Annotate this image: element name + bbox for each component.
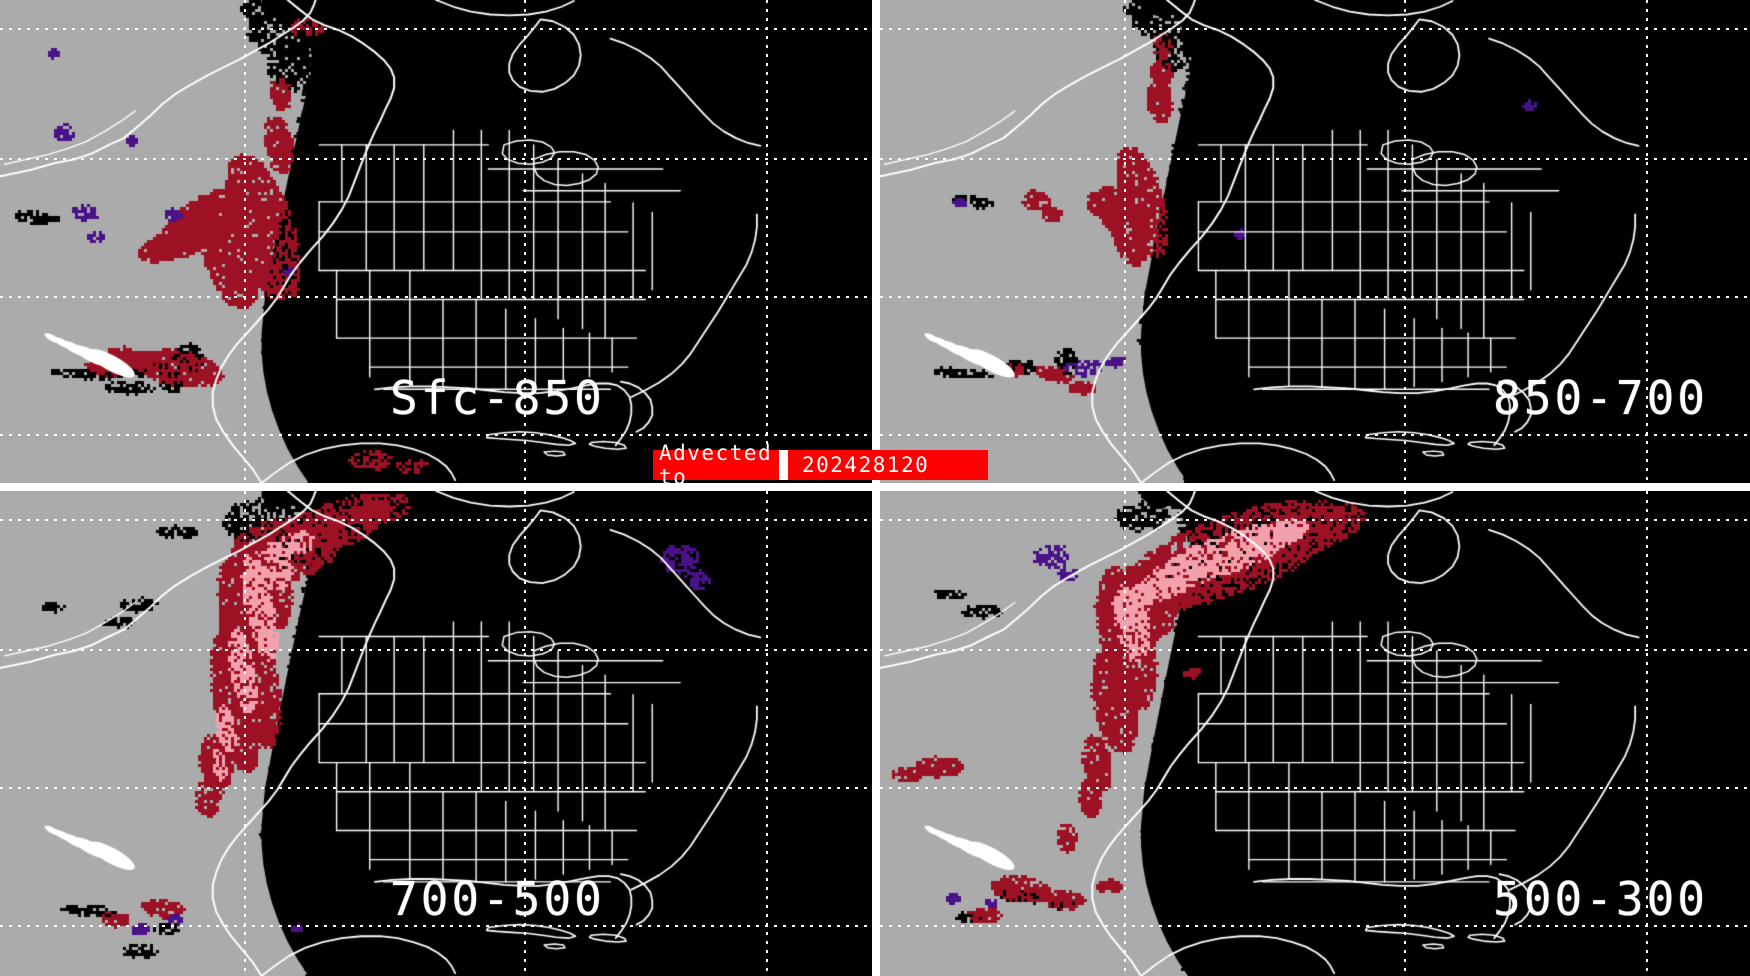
advection-status-banner[interactable]: Advected to 202428120 bbox=[653, 441, 988, 489]
panel-sfc-850[interactable]: Sfc-850 bbox=[0, 0, 872, 483]
panel-label-700-500: 700-500 bbox=[390, 872, 605, 926]
banner-prefix-label: Advected to bbox=[653, 441, 779, 489]
panel-label-850-700: 850-700 bbox=[1493, 371, 1708, 425]
map-canvas-sfc-850 bbox=[0, 0, 872, 483]
map-canvas-500-300 bbox=[880, 491, 1750, 976]
panel-divider-horizontal bbox=[0, 483, 1750, 491]
map-canvas-700-500 bbox=[0, 491, 872, 976]
panel-label-sfc-850: Sfc-850 bbox=[390, 371, 605, 425]
banner-divider bbox=[779, 450, 788, 480]
panel-label-500-300: 500-300 bbox=[1493, 872, 1708, 926]
map-canvas-850-700 bbox=[880, 0, 1750, 483]
panel-850-700[interactable]: 850-700 bbox=[880, 0, 1750, 483]
panel-500-300[interactable]: 500-300 bbox=[880, 491, 1750, 976]
panel-700-500[interactable]: 700-500 bbox=[0, 491, 872, 976]
banner-timestamp-label: 202428120 bbox=[788, 450, 988, 480]
